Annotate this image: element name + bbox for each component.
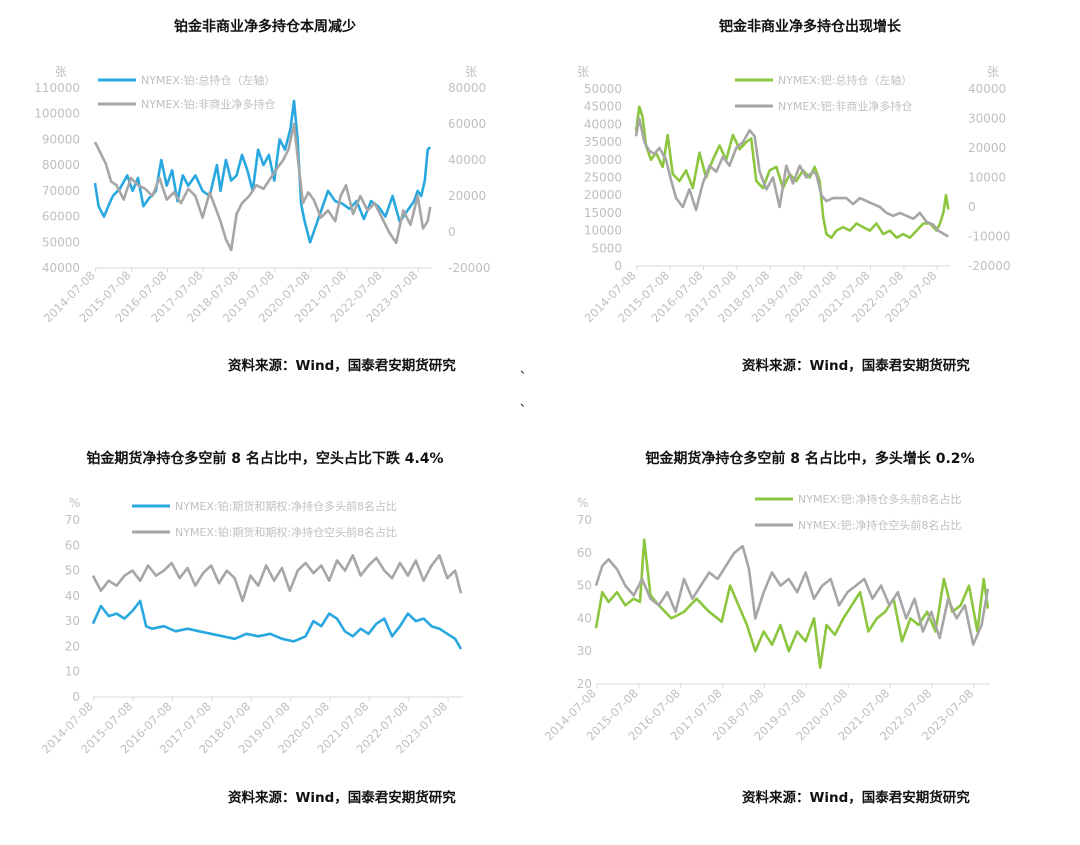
series-line-2 (634, 117, 949, 238)
y2-tick-label: -20000 (968, 259, 1011, 273)
y-tick-label: 0 (72, 690, 80, 704)
series-line-1 (91, 599, 463, 650)
y-tick-label: 10 (65, 665, 80, 679)
y-unit-label: % (69, 496, 80, 510)
chart-3-title: 铂金期货净持仓多空前 8 名占比中，空头占比下跌 4.4% (86, 451, 444, 467)
y-tick-label: 60 (577, 546, 592, 560)
legend-label-2: NYMEX:铂:期货和期权:净持仓空头前8名占比 (175, 525, 397, 539)
chart-2-title: 钯金非商业净多持仓出现增长 (719, 19, 901, 35)
y2-tick-label: 10000 (968, 171, 1006, 185)
y-tick-label: 60 (65, 538, 80, 552)
y-tick-label: 50000 (584, 82, 622, 96)
legend-label-1: NYMEX:钯:总持仓（左轴） (778, 73, 912, 87)
y2-unit-label: 张 (465, 65, 477, 79)
y-tick-label: 70000 (42, 184, 80, 198)
y-tick-label: 30000 (584, 153, 622, 167)
y2-tick-label: 0 (968, 200, 976, 214)
y-unit-label: % (577, 496, 588, 510)
y-tick-label: 80000 (42, 158, 80, 172)
legend-label-1: NYMEX:钯:净持仓多头前8名占比 (798, 492, 961, 506)
chart-4: 2014-07-082015-07-082016-07-082017-07-08… (542, 492, 990, 743)
y-tick-label: 40 (577, 611, 592, 625)
legend-label-2: NYMEX:钯:净持仓空头前8名占比 (798, 518, 961, 532)
legend-label-2: NYMEX:铂:非商业净多持仓 (141, 97, 275, 111)
legend-label-1: NYMEX:铂:期货和期权:净持仓多头前8名占比 (175, 499, 397, 513)
y-tick-label: 20000 (584, 188, 622, 202)
series-line-2 (93, 122, 432, 252)
chart-3: 2014-07-082015-07-082016-07-082017-07-08… (39, 496, 463, 756)
y2-tick-label: 80000 (448, 81, 486, 95)
y-tick-label: 110000 (34, 81, 80, 95)
series-line-1 (93, 99, 432, 244)
y-tick-label: 45000 (584, 100, 622, 114)
y-tick-label: 30 (577, 644, 592, 658)
legend-label-2: NYMEX:钯:非商业净多持仓 (778, 99, 912, 113)
y-tick-label: 70 (65, 513, 80, 527)
y2-tick-label: 20000 (968, 141, 1006, 155)
y-tick-label: 25000 (584, 171, 622, 185)
y-tick-label: 90000 (42, 132, 80, 146)
y-tick-label: 70 (577, 513, 592, 527)
chart-1: 2014-07-082015-07-082016-07-082017-07-08… (34, 65, 491, 325)
y2-tick-label: -10000 (968, 230, 1011, 244)
y-tick-label: 50 (577, 579, 592, 593)
y2-tick-label: 20000 (448, 189, 486, 203)
y2-tick-label: 40000 (448, 153, 486, 167)
y-unit-label: 张 (577, 65, 589, 79)
y2-tick-label: 0 (448, 225, 456, 239)
y2-tick-label: 40000 (968, 82, 1006, 96)
legend-label-1: NYMEX:铂:总持仓（左轴） (141, 73, 275, 87)
chart-1-title: 铂金非商业净多持仓本周减少 (174, 19, 356, 35)
chart-4-title: 钯金期货净持仓多空前 8 名占比中，多头增长 0.2% (645, 451, 975, 467)
y-tick-label: 40000 (42, 261, 80, 275)
chart-2: 2014-07-082015-07-082016-07-082017-07-08… (577, 65, 1011, 325)
y-tick-label: 15000 (584, 206, 622, 220)
y-tick-label: 50 (65, 564, 80, 578)
y-tick-label: 20 (577, 677, 592, 691)
y-tick-label: 10000 (584, 224, 622, 238)
chart-3-source: 资料来源：Wind，国泰君安期货研究 (228, 790, 456, 806)
y-tick-label: 50000 (42, 235, 80, 249)
y2-unit-label: 张 (987, 65, 999, 79)
y-tick-label: 100000 (34, 107, 80, 121)
y-tick-label: 0 (614, 259, 622, 273)
y2-tick-label: 60000 (448, 117, 486, 131)
y-tick-label: 5000 (591, 241, 622, 255)
y-tick-label: 60000 (42, 210, 80, 224)
y-tick-label: 40000 (584, 117, 622, 131)
chart-1-source: 资料来源：Wind，国泰君安期货研究 (228, 358, 456, 374)
y2-tick-label: -20000 (448, 261, 491, 275)
y-tick-label: 35000 (584, 135, 622, 149)
chart-2-source: 资料来源：Wind，国泰君安期货研究 (742, 358, 970, 374)
y-tick-label: 40 (65, 589, 80, 603)
chart-4-source: 资料来源：Wind，国泰君安期货研究 (742, 790, 970, 806)
y-tick-label: 20 (65, 639, 80, 653)
series-line-2 (91, 554, 463, 603)
separator-mark-1: 、 (520, 362, 533, 376)
y-tick-label: 30 (65, 614, 80, 628)
series-line-1 (634, 105, 950, 239)
series-line-2 (594, 544, 990, 646)
separator-mark-2: 、 (520, 395, 533, 409)
y2-tick-label: 30000 (968, 112, 1006, 126)
y-unit-label: 张 (55, 65, 67, 79)
